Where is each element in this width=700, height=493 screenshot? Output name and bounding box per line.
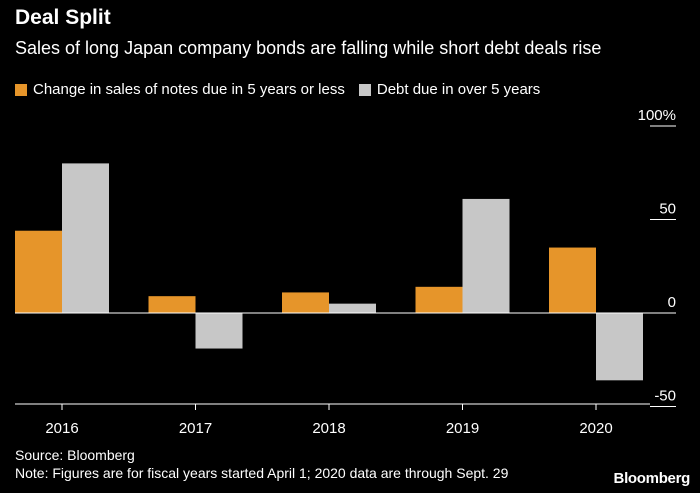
- legend-label-short: Change in sales of notes due in 5 years …: [33, 81, 345, 98]
- x-tick-label: 2017: [179, 420, 212, 437]
- bar-long-2016: [62, 163, 109, 313]
- bar-short-2018: [282, 292, 329, 313]
- legend-swatch-short: [15, 83, 27, 96]
- chart-title: Deal Split: [15, 6, 111, 29]
- bar-short-2019: [415, 286, 463, 313]
- bar-long-2020: [596, 313, 643, 381]
- x-tick-label: 2018: [312, 420, 345, 437]
- bar-short-2016: [15, 230, 62, 313]
- note-text: Note: Figures are for fiscal years start…: [15, 465, 509, 481]
- x-tick-label: 2020: [579, 420, 612, 437]
- y-tick-label: 0: [668, 294, 676, 311]
- source-text: Source: Bloomberg: [15, 447, 135, 463]
- legend-label-long: Debt due in over 5 years: [376, 81, 541, 98]
- y-tick-label: 100%: [638, 107, 676, 124]
- legend-item-long: Debt due in over 5 years: [358, 81, 541, 98]
- x-tick-label: 2016: [45, 420, 78, 437]
- bar-long-2019: [462, 198, 510, 313]
- legend: Change in sales of notes due in 5 years …: [15, 81, 554, 98]
- legend-item-short: Change in sales of notes due in 5 years …: [15, 81, 345, 98]
- bar-long-2018: [329, 303, 376, 313]
- bar-long-2017: [195, 313, 243, 349]
- y-tick-label: -50: [654, 388, 676, 405]
- bar-short-2020: [549, 247, 596, 313]
- bar-short-2017: [148, 296, 196, 313]
- legend-swatch-long: [358, 83, 371, 96]
- chart-subtitle: Sales of long Japan company bonds are fa…: [15, 38, 602, 58]
- y-tick-label: 50: [659, 201, 676, 218]
- x-tick-label: 2019: [446, 420, 479, 437]
- bloomberg-logo: Bloomberg: [613, 470, 691, 487]
